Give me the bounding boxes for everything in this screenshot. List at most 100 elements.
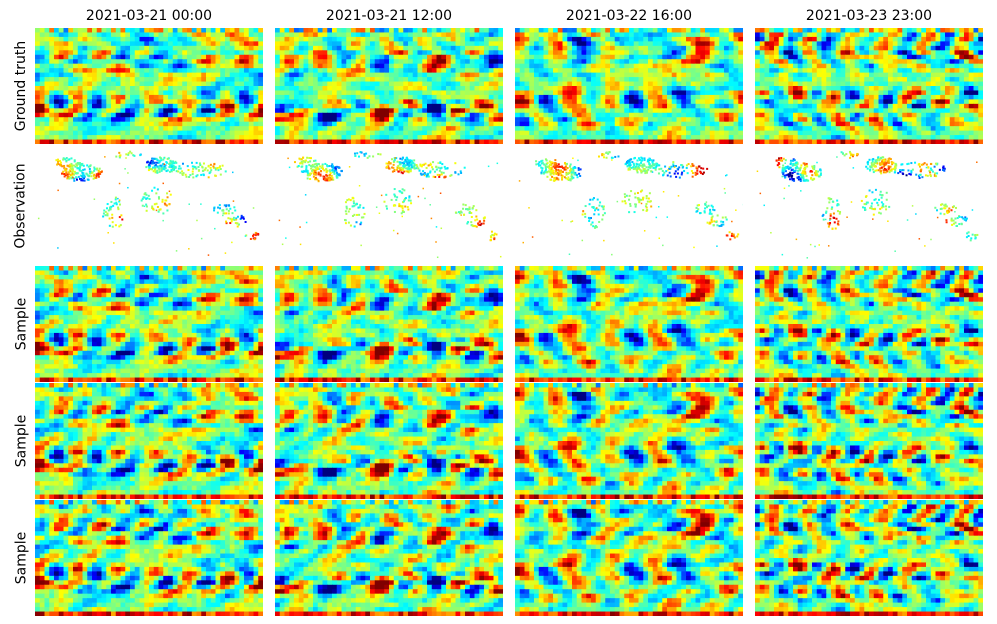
field-cell: [821, 50, 827, 56]
field-cell: [275, 36, 281, 42]
field-cell: [869, 112, 875, 118]
field-cell: [629, 130, 635, 136]
field-cell: [54, 77, 60, 83]
field-cell: [488, 90, 495, 96]
field-cell: [686, 77, 692, 83]
field-cell: [755, 86, 761, 92]
field-cell: [515, 54, 521, 60]
field-cell: [657, 112, 663, 118]
field-cell: [225, 77, 231, 83]
field-cell: [58, 54, 65, 60]
field-cell: [850, 36, 856, 42]
field-cell: [949, 36, 956, 42]
field-cell: [220, 45, 226, 51]
field-cell: [610, 130, 616, 136]
field-cell: [58, 81, 65, 87]
field-cell: [662, 77, 668, 83]
field-cell: [229, 41, 236, 47]
field-cell: [835, 36, 842, 42]
field-cell: [864, 135, 870, 141]
field-cell: [248, 130, 255, 136]
field-cell: [624, 130, 630, 136]
field-cell: [576, 99, 583, 105]
field-cell: [812, 36, 818, 42]
field-cell: [686, 45, 692, 51]
field-cell: [298, 117, 305, 123]
field-cell: [676, 36, 682, 42]
field-cell: [911, 99, 918, 105]
field-cell: [134, 135, 141, 141]
field-cell: [681, 68, 687, 74]
field-cell: [360, 130, 366, 136]
field-cell: [826, 112, 832, 118]
field-cell: [374, 90, 381, 96]
field-cell: [54, 108, 60, 114]
field-cell: [816, 63, 823, 69]
field-cell: [902, 94, 908, 100]
field-cell: [289, 121, 295, 127]
field-cell: [279, 68, 286, 74]
field-cell: [930, 77, 937, 83]
field-cell: [327, 108, 333, 114]
field-cell: [49, 50, 55, 56]
field-cell: [153, 126, 160, 132]
field-cell: [220, 77, 226, 83]
field-cell: [493, 99, 499, 105]
field-cell: [294, 45, 300, 51]
field-cell: [77, 99, 84, 105]
field-cell: [519, 28, 526, 34]
field-cell: [125, 103, 131, 109]
field-cell: [907, 99, 913, 105]
field-cell: [172, 36, 179, 42]
field-cell: [215, 41, 221, 47]
field-cell: [840, 72, 846, 78]
field-cell: [115, 81, 122, 87]
field-cell: [460, 90, 466, 96]
field-cell: [341, 130, 347, 136]
field-cell: [149, 139, 155, 144]
field-cell: [548, 72, 554, 78]
field-cell: [446, 130, 452, 136]
field-cell: [705, 103, 711, 109]
field-cell: [294, 50, 300, 56]
field-cell: [529, 135, 535, 141]
field-cell: [115, 94, 122, 100]
field-cell: [831, 135, 837, 141]
field-cell: [35, 59, 41, 65]
field-cell: [562, 117, 568, 123]
field-cell: [196, 121, 202, 127]
field-cell: [398, 63, 404, 69]
field-cell: [341, 32, 347, 38]
field-cell: [854, 86, 861, 92]
field-cell: [450, 41, 457, 47]
field-cell: [149, 72, 155, 78]
field-cell: [586, 68, 592, 74]
field-cell: [68, 112, 74, 118]
field-cell: [460, 45, 466, 51]
field-cell: [446, 45, 452, 51]
field-cell: [897, 139, 903, 144]
field-cell: [926, 45, 932, 51]
field-cell: [77, 81, 84, 87]
field-cell: [77, 117, 84, 123]
field-cell: [959, 81, 965, 87]
field-cell: [629, 126, 635, 132]
field-cell: [709, 68, 716, 74]
field-cell: [633, 135, 640, 141]
field-cell: [719, 126, 725, 132]
field-cell: [248, 90, 255, 96]
field-cell: [215, 112, 221, 118]
field-cell: [591, 45, 597, 51]
field-cell: [524, 28, 530, 34]
field-cell: [279, 45, 286, 51]
field-cell: [935, 86, 941, 92]
field-cell: [206, 50, 212, 56]
field-cell: [134, 54, 141, 60]
field-cell: [96, 36, 103, 42]
field-cell: [774, 117, 780, 123]
field-cell: [935, 32, 941, 38]
field-cell: [695, 108, 701, 114]
field-cell: [196, 41, 202, 47]
field-cell: [807, 94, 813, 100]
field-cell: [234, 103, 240, 109]
